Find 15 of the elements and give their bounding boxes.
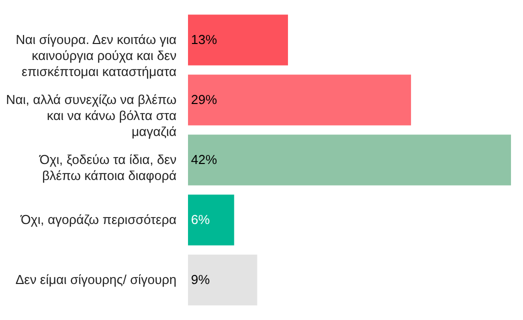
data-label: 29% xyxy=(191,92,218,107)
bar xyxy=(188,194,234,246)
bar xyxy=(188,14,288,66)
data-label: 42% xyxy=(191,152,218,167)
bar xyxy=(188,134,511,186)
data-label: 6% xyxy=(191,212,210,227)
bar xyxy=(188,254,258,306)
y-tick-label: Ναι, αλλά συνεχίζω να βλέπω και να κάνω βόλτα στα μαγαζιά xyxy=(6,92,177,139)
data-label: 13% xyxy=(191,32,218,47)
bar xyxy=(188,74,412,126)
y-tick-label: Ναι σίγουρα. Δεν κοιτάω για καινούργια ρούχα και δεν επισκέπτομαι καταστήματα xyxy=(16,32,177,79)
y-tick-label: Όχι, ξοδεύω τα ίδια, δεν βλέπω κάποια διαφορά xyxy=(38,152,177,183)
y-tick-label: Δεν είμαι σίγουρης/ σίγουρη xyxy=(15,272,176,287)
y-tick-label: Όχι, αγοράζω περισσότερα xyxy=(20,212,177,227)
data-label: 9% xyxy=(191,272,210,287)
